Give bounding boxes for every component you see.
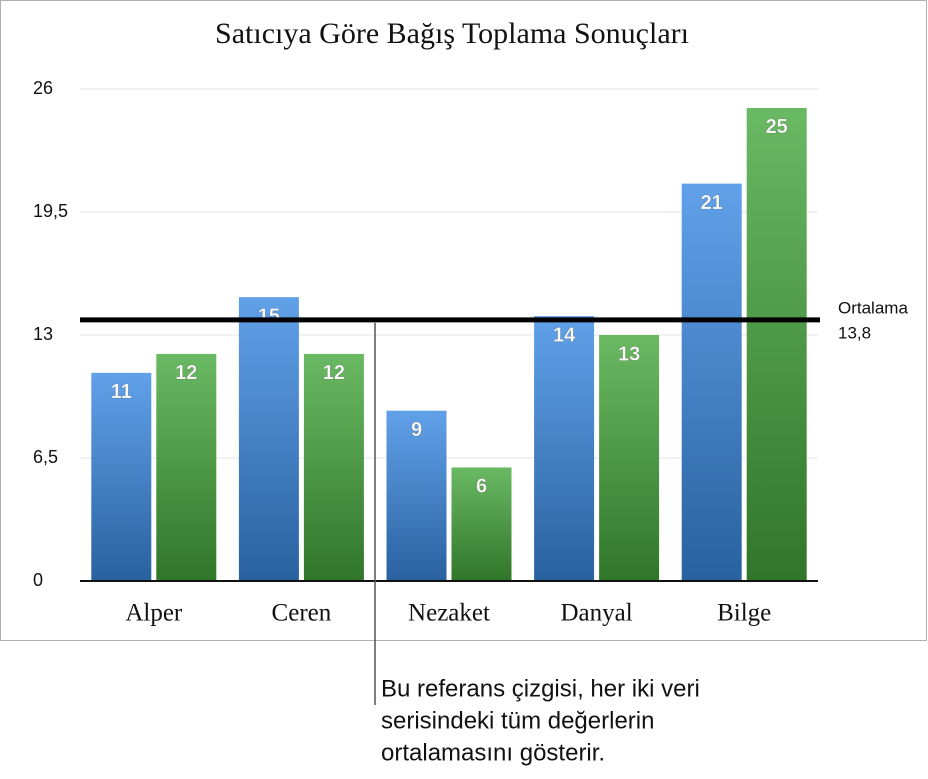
- x-tick-label: Ceren: [272, 600, 332, 627]
- value-label: 14: [553, 324, 576, 346]
- value-label: 6: [476, 476, 487, 498]
- bar: [451, 467, 512, 581]
- value-label: 21: [701, 192, 723, 214]
- bar: [534, 316, 595, 581]
- x-tick-label: Alper: [125, 600, 183, 627]
- x-tick-label: Danyal: [560, 600, 632, 627]
- reference-label: Ortalama: [838, 298, 908, 317]
- annotation-text: serisindeki tüm değerlerin: [381, 707, 654, 734]
- value-label: 15: [258, 305, 280, 327]
- chart-title: Satıcıya Göre Bağış Toplama Sonuçları: [215, 17, 689, 50]
- y-tick-label: 6,5: [33, 447, 58, 467]
- value-label: 11: [111, 381, 132, 403]
- bar: [303, 353, 364, 581]
- y-tick-label: 13: [33, 324, 53, 344]
- annotation-text: Bu referans çizgisi, her iki veri: [381, 675, 700, 702]
- annotation-text: ortalamasını gösterir.: [381, 739, 605, 766]
- value-label: 12: [175, 362, 197, 384]
- value-label: 13: [618, 343, 640, 365]
- y-tick-label: 19,5: [33, 201, 68, 221]
- y-tick-label: 26: [33, 78, 53, 98]
- value-label: 12: [323, 362, 345, 384]
- value-label: 25: [766, 116, 788, 138]
- bar: [746, 107, 807, 581]
- chart-frame: [0, 0, 927, 641]
- value-label: 9: [411, 419, 422, 441]
- bar: [91, 372, 152, 581]
- reference-value-label: 13,8: [838, 323, 871, 342]
- bar: [599, 335, 660, 581]
- x-tick-label: Nezaket: [408, 600, 490, 627]
- x-tick-label: Bilge: [717, 600, 771, 627]
- bar: [386, 410, 447, 581]
- bar: [156, 353, 217, 581]
- bar: [238, 297, 299, 581]
- bar: [681, 183, 742, 581]
- y-tick-label: 0: [33, 570, 43, 590]
